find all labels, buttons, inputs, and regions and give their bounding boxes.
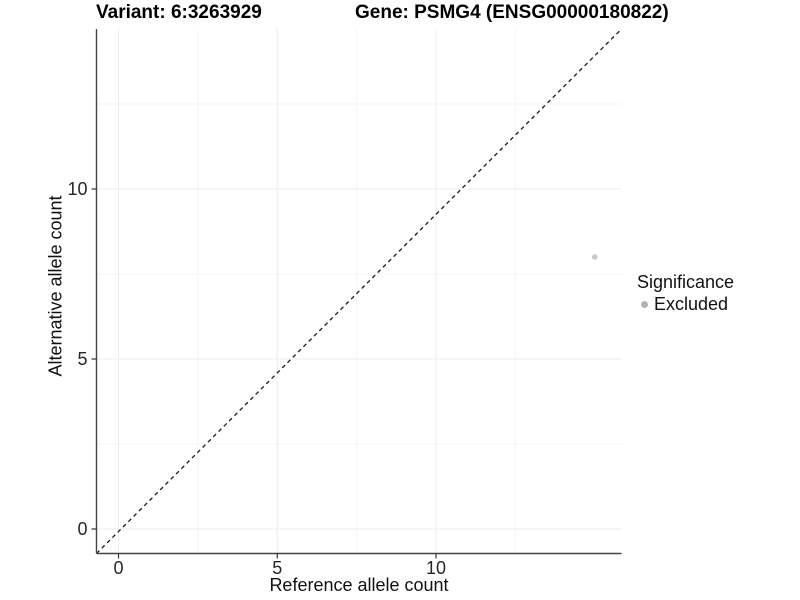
legend-item-label: Excluded <box>654 294 729 314</box>
legend-title: Significance <box>637 272 735 292</box>
legend-point-icon <box>641 301 648 308</box>
plot-title-variant: Variant: 6:3263929 <box>96 2 262 23</box>
legend: Significance Excluded <box>637 272 734 315</box>
y-tick-label: 0 <box>77 519 87 539</box>
data-point <box>591 254 598 260</box>
identity-line <box>96 28 622 554</box>
plot-title-gene: Gene: PSMG4 (ENSG00000180822) <box>355 2 669 23</box>
x-tick-label: 10 <box>426 558 446 578</box>
x-tick-label: 0 <box>113 558 123 578</box>
legend-item-excluded: Excluded <box>637 294 734 315</box>
x-tick-label: 5 <box>272 558 282 578</box>
y-tick-label: 10 <box>67 179 87 199</box>
y-tick-label: 5 <box>77 349 87 369</box>
y-axis-title: Alternative allele count <box>45 195 66 377</box>
x-axis-title: Reference allele count <box>269 575 449 595</box>
